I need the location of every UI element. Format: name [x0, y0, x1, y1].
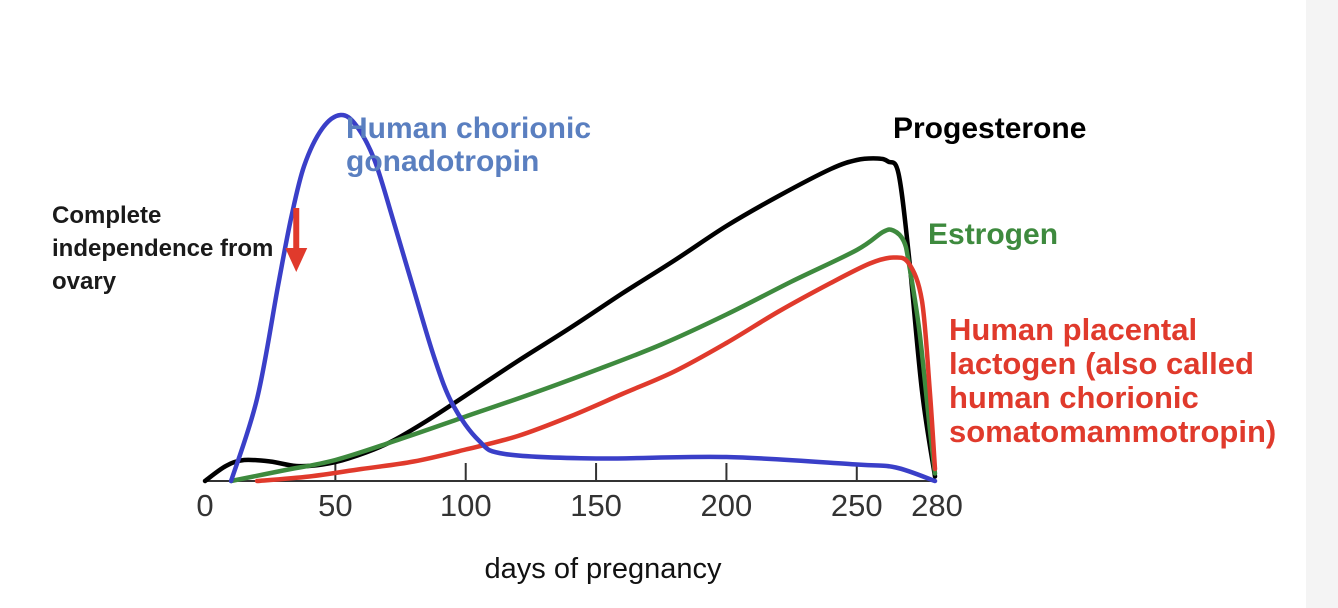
x-tick-label-150: 150 — [570, 488, 622, 523]
series-lines — [202, 112, 938, 484]
series-line-estrogen — [228, 227, 938, 484]
background-strip — [1306, 0, 1338, 608]
x-tick-label-200: 200 — [701, 488, 753, 523]
x-tick-labels: 0 50 100 150 200 250 280 — [196, 488, 962, 523]
series-label-estrogen: Estrogen — [928, 218, 1059, 251]
x-tick-label-0: 0 — [196, 488, 213, 523]
x-tick-label-100: 100 — [440, 488, 492, 523]
annotation-markers — [285, 208, 308, 272]
x-tick-label-280: 280 — [911, 488, 963, 523]
series-label-hcg: Human chorionic gonadotropin — [346, 112, 592, 178]
x-tick-label-50: 50 — [318, 488, 352, 523]
annotation-independence: Complete independence from ovary — [52, 202, 274, 295]
x-tick-label-250: 250 — [831, 488, 883, 523]
series-label-progesterone: Progesterone — [893, 112, 1087, 145]
arrow-head — [285, 248, 308, 272]
series-line-placental-lactogen — [254, 255, 938, 484]
x-axis-label: days of pregnancy — [484, 553, 722, 585]
series-line-hcg — [228, 112, 938, 484]
down-arrow-icon — [285, 208, 308, 272]
series-line-progesterone — [202, 156, 938, 484]
series-label-placental-lactogen: Human placental lactogen (also called hu… — [949, 312, 1277, 449]
